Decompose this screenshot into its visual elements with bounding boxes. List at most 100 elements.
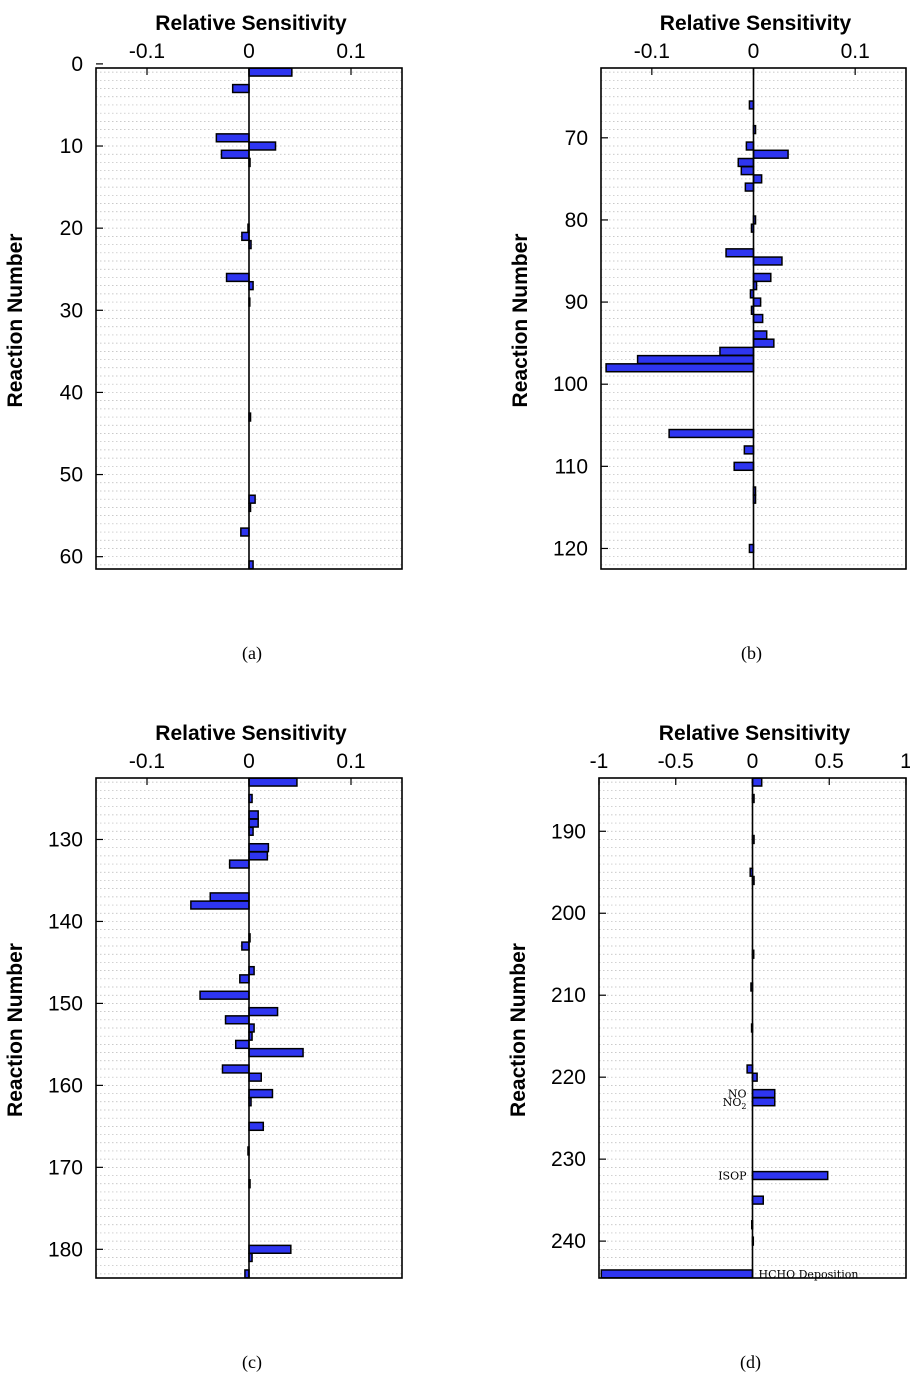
panel-d-bar-184 <box>751 777 763 787</box>
panel-d-ytick-label: 230 <box>551 1148 586 1171</box>
panel-d-annotation: HCHO Deposition <box>759 1268 859 1281</box>
panel-a-ytick-label: 50 <box>60 464 83 487</box>
panel-d-annotation: ISOP <box>718 1170 747 1183</box>
panel-c-caption: (c) <box>242 1352 262 1373</box>
panel-d-annotation: NO <box>728 1088 747 1101</box>
panel-a-x-axis-title: Relative Sensitivity <box>155 12 347 35</box>
panel-c-xtick-label: -0.1 <box>129 750 165 773</box>
panel-c-bar-156 <box>248 1047 304 1058</box>
panel-c-bar-161 <box>248 1088 274 1099</box>
panel-c-bar-180 <box>248 1244 292 1254</box>
panel-d-ytick-label: 220 <box>551 1066 586 1089</box>
panel-c-bar-155 <box>234 1039 250 1050</box>
panel-b-bar-74 <box>740 165 755 176</box>
panel-b-bar-106 <box>668 428 755 439</box>
panel-a-bar-1 <box>248 67 293 77</box>
panel-c-bar-149 <box>199 990 250 1000</box>
panel-b-bar-75 <box>752 174 763 184</box>
panel-d-bar-232 <box>751 1170 829 1181</box>
panel-b-bar-72 <box>752 149 789 159</box>
panel-b-bars <box>605 100 789 554</box>
panel-b-ytick-label: 100 <box>553 373 588 396</box>
panel-a-xtick-label: -0.1 <box>129 40 165 63</box>
panel-d-ytick-label: 240 <box>551 1230 586 1253</box>
panel-b-ytick-label: 90 <box>565 291 588 314</box>
panel-a-ytick-label: 10 <box>60 135 83 158</box>
panel-c-bar-137 <box>209 892 250 902</box>
panel-a: -0.1 0 0.1 0 10 20 30 40 50 60 Relative Sensitivit… <box>4 12 403 664</box>
panel-d-caption: (d) <box>740 1352 761 1373</box>
panel-b-bar-92 <box>752 313 764 324</box>
panel-a-ytick-label: 20 <box>60 217 83 240</box>
panel-d-bar-219 <box>746 1064 754 1074</box>
panel-a-y-axis-title: Reaction Number <box>4 234 27 408</box>
panel-d-xtick-label: 0 <box>747 750 759 773</box>
panel-a-bar-11 <box>220 149 250 159</box>
panel-a-caption: (a) <box>242 643 262 664</box>
panel-c-bar-128 <box>248 818 259 828</box>
panel-a-bar-57 <box>240 527 250 537</box>
panel-c-ytick-label: 140 <box>48 910 83 933</box>
panel-b-x-axis-title: Relative Sensitivity <box>660 12 852 35</box>
panel-c-ytick-label: 130 <box>48 828 83 851</box>
panel-a-ytick-label: 40 <box>60 381 83 404</box>
panel-d: -1 -0.5 0 0.5 1 190 200 210 220 230 240 Relative Se… <box>507 722 910 1373</box>
panel-a-bar-9 <box>215 133 250 143</box>
panel-b-bar-85 <box>752 256 783 266</box>
panel-c-bar-165 <box>248 1121 265 1132</box>
panel-c-bar-127 <box>248 810 259 820</box>
panel-b-bar-98 <box>605 363 755 373</box>
panel-c-ytick-label: 170 <box>48 1156 83 1179</box>
panel-b-caption: (b) <box>741 643 762 664</box>
panel-c-x-axis-title: Relative Sensitivity <box>155 722 347 745</box>
panel-b-xtick-label: -0.1 <box>634 40 670 63</box>
panel-c-bar-159 <box>248 1072 262 1082</box>
panel-c-bar-147 <box>239 974 250 984</box>
panel-d-ytick-label: 190 <box>551 820 586 843</box>
panel-c-bar-138 <box>190 900 250 910</box>
panel-b-ytick-label: 120 <box>553 537 588 560</box>
panel-d-ytick-label: 200 <box>551 902 586 925</box>
panel-b-bar-90 <box>752 297 762 307</box>
panel-b-bar-84 <box>725 248 755 258</box>
panel-b-bar-95 <box>752 338 775 348</box>
panel-c-bar-123 <box>248 777 298 787</box>
panel-c-bar-133 <box>228 859 250 869</box>
panel-b-bar-94 <box>752 330 768 340</box>
panel-a-bar-21 <box>241 231 250 242</box>
panel-a-ytick-label: 0 <box>71 53 83 76</box>
panel-d-bar-223 <box>751 1097 776 1107</box>
panel-c-bar-151 <box>248 1006 279 1017</box>
panel-a-bar-53 <box>248 494 256 504</box>
panel-d-xtick-label: 1 <box>900 750 910 773</box>
panel-b-y-axis-title: Reaction Number <box>509 234 532 408</box>
panel-d-annotation: NO2 <box>723 1096 747 1111</box>
panel-d-y-axis-title: Reaction Number <box>507 943 530 1117</box>
panel-d-bar-235 <box>751 1195 764 1205</box>
panel-d-x-axis-title: Relative Sensitivity <box>659 722 851 745</box>
panel-b-ytick-label: 80 <box>565 209 588 232</box>
panel-c-bar-152 <box>224 1015 250 1025</box>
panel-b-bar-97 <box>636 354 755 365</box>
panel-c-bars <box>190 777 304 1279</box>
panel-c-xtick-label: 0 <box>243 750 255 773</box>
panel-c-xtick-label: 0.1 <box>336 750 365 773</box>
panel-c-ytick-label: 160 <box>48 1074 83 1097</box>
panel-d-xtick-label: 0.5 <box>815 750 844 773</box>
panel-b-bar-96 <box>719 346 755 357</box>
panel-d-bar-244 <box>600 1269 754 1279</box>
panel-b-xtick-label: 0.1 <box>841 40 870 63</box>
panel-b-ytick-label: 70 <box>565 127 588 150</box>
panel-a-xtick-label: 0.1 <box>336 40 365 63</box>
panel-a-ytick-label: 30 <box>60 299 83 322</box>
panel-d-xtick-label: -0.5 <box>658 750 694 773</box>
panel-c-bar-131 <box>248 842 270 853</box>
panel-a-bar-10 <box>248 141 277 151</box>
panel-b-ytick-label: 110 <box>555 455 588 478</box>
panel-a-bar-26 <box>225 272 250 283</box>
panel-d-bar-222 <box>751 1088 776 1099</box>
panel-c-bar-143 <box>241 941 250 951</box>
panel-b-xtick-label: 0 <box>748 40 760 63</box>
panel-b-bar-73 <box>737 157 755 168</box>
